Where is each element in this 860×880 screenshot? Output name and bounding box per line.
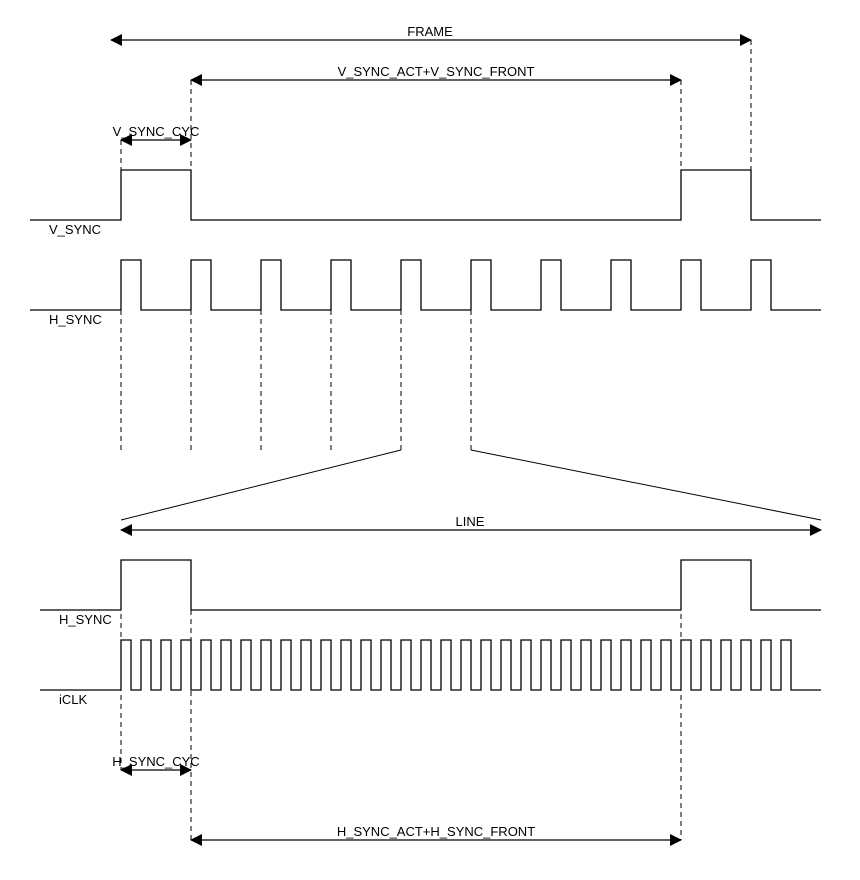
zoom-line-right xyxy=(470,449,822,521)
v-sync-act-front-label: V_SYNC_ACT+V_SYNC_FRONT xyxy=(338,64,535,79)
h-sync-act-front-label: H_SYNC_ACT+H_SYNC_FRONT xyxy=(337,824,535,839)
v-sync-cyc-label: V_SYNC_CYC xyxy=(113,124,200,139)
frame-label: FRAME xyxy=(407,24,453,39)
v-sync-waveform xyxy=(30,169,821,221)
h-sync-bottom-label: H_SYNC xyxy=(59,612,112,627)
iclk-waveform xyxy=(40,639,821,691)
zoom-line-left xyxy=(120,449,402,521)
v-sync-label: V_SYNC xyxy=(49,222,101,237)
h-sync-top-label: H_SYNC xyxy=(49,312,102,327)
iclk-label: iCLK xyxy=(59,692,88,707)
h-sync-cyc-label: H_SYNC_CYC xyxy=(112,754,199,769)
h-sync-bottom-waveform xyxy=(40,559,821,611)
line-label: LINE xyxy=(456,514,485,529)
h-sync-top-waveform xyxy=(30,259,821,311)
